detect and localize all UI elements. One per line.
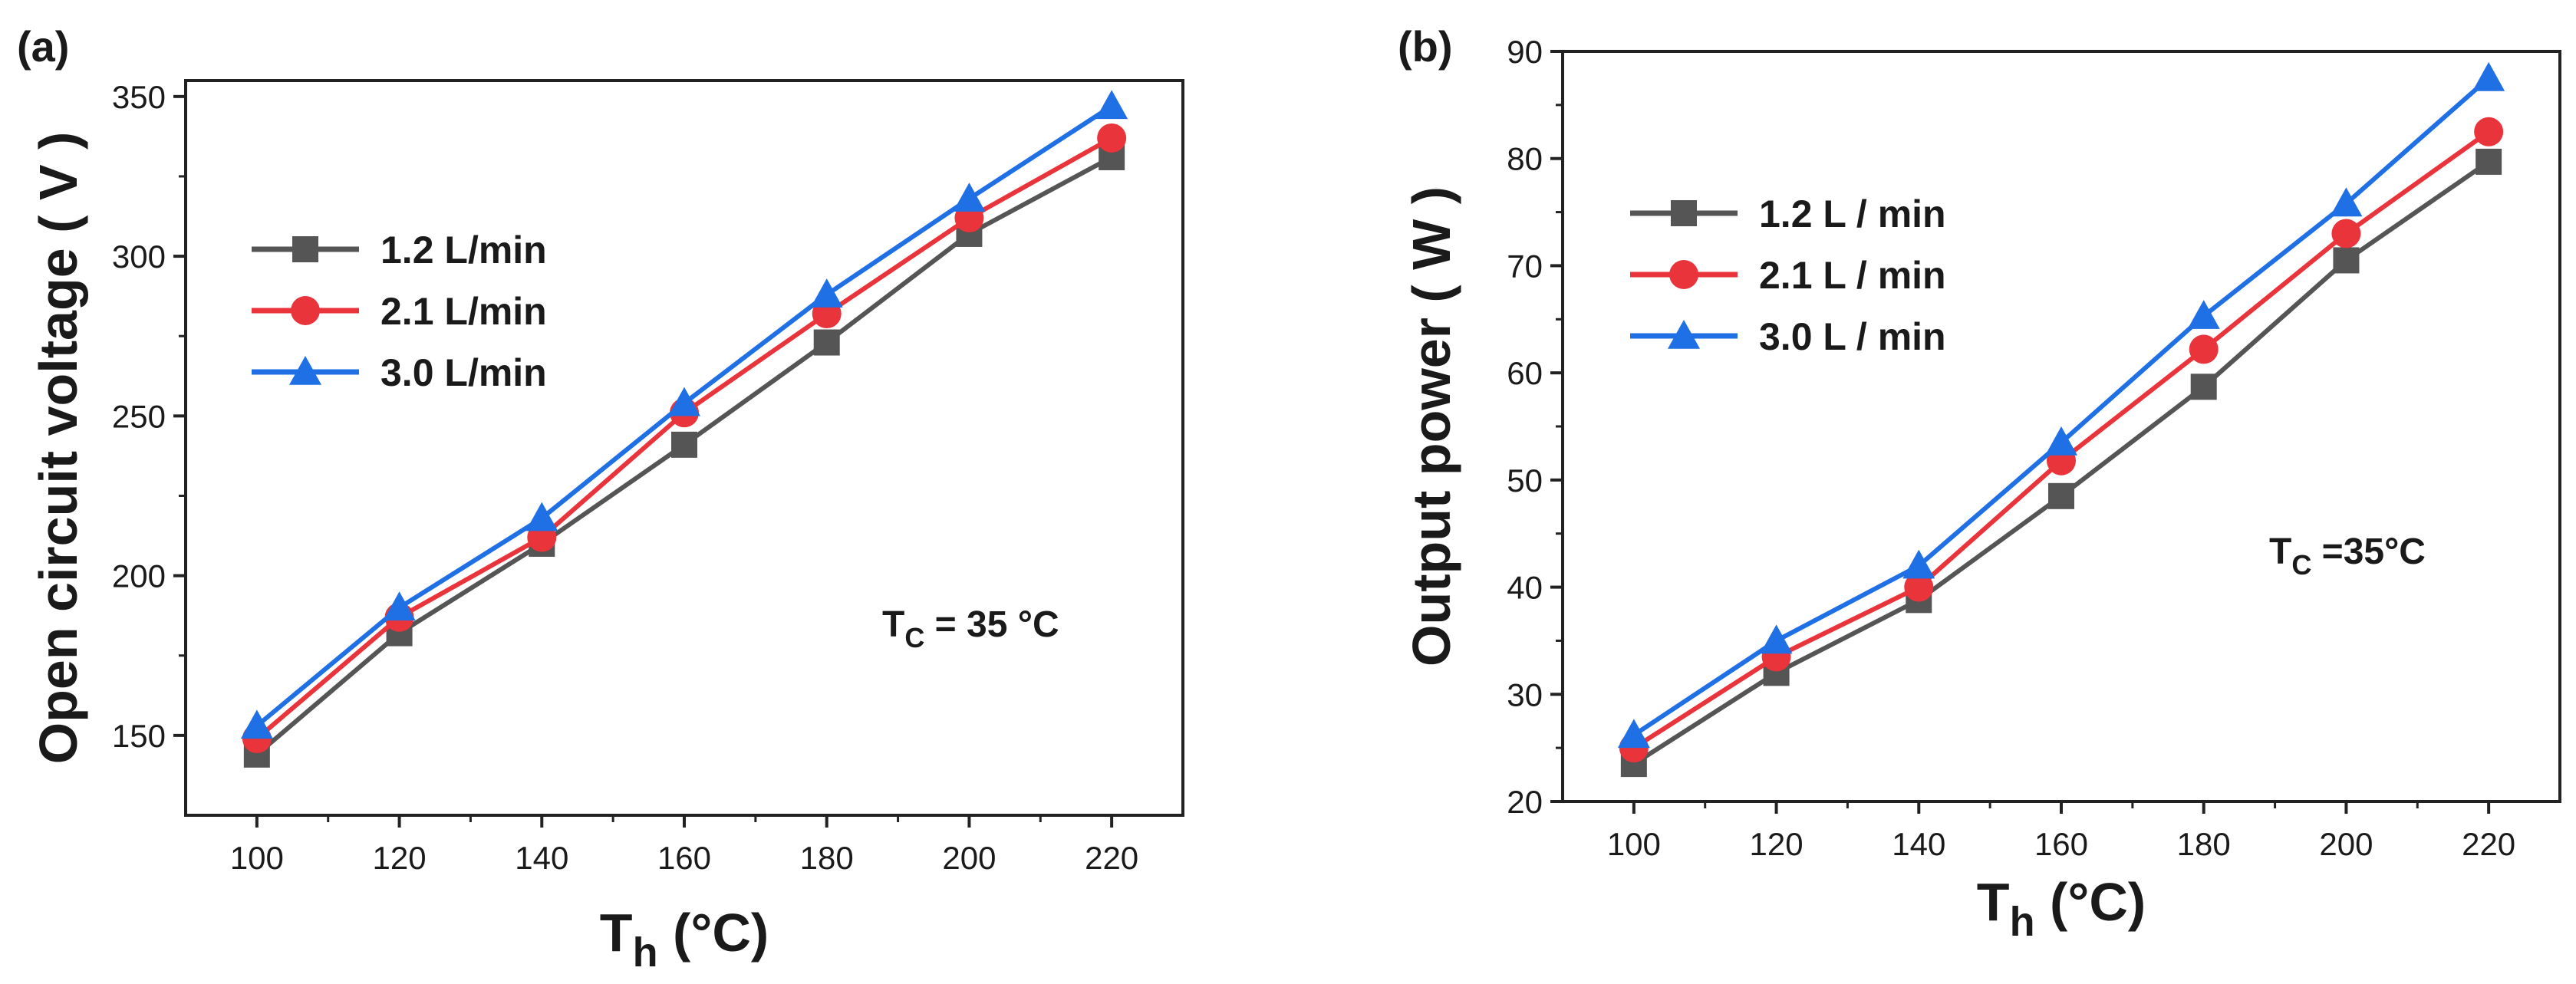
chart-panel-1: (b) 100 120 140 160 180 200 220 20 30 40 50 60 70 80 90… (1398, 22, 2561, 945)
x-tick-label: 100 (230, 840, 284, 876)
y-tick-label: 200 (112, 558, 166, 594)
x-tick-label: 140 (1892, 826, 1945, 862)
data-point (671, 431, 697, 458)
x-tick-label: 160 (2034, 826, 2088, 862)
data-point (525, 502, 558, 531)
y-tick-label: 80 (1507, 141, 1543, 177)
x-tick-label: 140 (515, 840, 568, 876)
data-point (1902, 549, 1935, 579)
y-tick-label: 300 (112, 239, 166, 275)
legend-marker (291, 296, 320, 325)
y-axis-title: Output power ( W ) (1402, 186, 1461, 666)
y-tick-label: 50 (1507, 462, 1543, 499)
legend-marker (1669, 260, 1698, 289)
data-point (383, 591, 416, 621)
x-tick-label: 180 (800, 840, 854, 876)
data-point (240, 709, 273, 739)
data-point (2190, 374, 2217, 400)
data-point (2331, 219, 2361, 248)
data-point (2048, 482, 2074, 509)
legend-label: 1.2 L / min (1759, 193, 1946, 235)
panel-label: (a) (17, 22, 69, 71)
data-point (1095, 90, 1128, 120)
x-tick-label: 180 (2177, 826, 2231, 862)
x-tick-label: 220 (2462, 826, 2515, 862)
annotation-tc: TC = 35 °C (882, 604, 1059, 653)
data-point (2045, 426, 2077, 456)
y-tick-label: 20 (1507, 784, 1543, 820)
panel-label: (b) (1398, 22, 1453, 71)
data-point (2333, 247, 2360, 274)
data-point (668, 387, 700, 416)
y-axis-title: Open circuit voltage ( V ) (28, 132, 88, 765)
x-tick-label: 220 (1085, 840, 1138, 876)
x-tick-label: 120 (373, 840, 427, 876)
legend-marker (1668, 320, 1700, 349)
data-point (1097, 123, 1127, 153)
data-point (813, 329, 840, 356)
data-point (2476, 148, 2502, 175)
data-point (2187, 300, 2220, 329)
y-tick-label: 90 (1507, 34, 1543, 70)
legend-marker (289, 356, 321, 385)
legend-label: 3.0 L/min (380, 351, 547, 394)
y-tick-label: 30 (1507, 676, 1543, 712)
legend-marker (1671, 200, 1697, 226)
data-point (953, 183, 986, 212)
x-axis-title: Th (°C) (600, 903, 769, 976)
x-tick-label: 200 (2319, 826, 2373, 862)
data-point (810, 278, 843, 308)
annotation-tc: TC =35°C (2269, 531, 2426, 581)
series-line-2 (1632, 76, 2491, 737)
x-tick-label: 120 (1750, 826, 1804, 862)
legend-label: 1.2 L/min (380, 229, 547, 272)
x-tick-label: 100 (1607, 826, 1661, 862)
y-tick-label: 60 (1507, 355, 1543, 391)
y-tick-label: 70 (1507, 248, 1543, 284)
y-tick-label: 350 (112, 79, 166, 115)
chart-panel-0: (a) 100 120 140 160 180 200 220 150 200 250 300 350 O… (17, 22, 1184, 976)
data-point (2330, 187, 2363, 217)
data-point (2474, 117, 2504, 146)
legend-label: 2.1 L / min (1759, 254, 1946, 297)
y-tick-label: 150 (112, 718, 166, 754)
data-point (1617, 719, 1650, 749)
legend-label: 3.0 L / min (1759, 315, 1946, 358)
data-point (2472, 61, 2505, 91)
y-tick-label: 40 (1507, 570, 1543, 606)
data-point (1904, 572, 1934, 602)
data-point (2189, 334, 2219, 364)
data-point (1760, 624, 1793, 654)
x-axis-title: Th (°C) (1977, 872, 2146, 945)
x-tick-label: 160 (657, 840, 711, 876)
legend-label: 2.1 L/min (380, 290, 547, 333)
legend-marker (292, 236, 318, 262)
y-tick-label: 250 (112, 398, 166, 434)
x-tick-label: 200 (942, 840, 996, 876)
